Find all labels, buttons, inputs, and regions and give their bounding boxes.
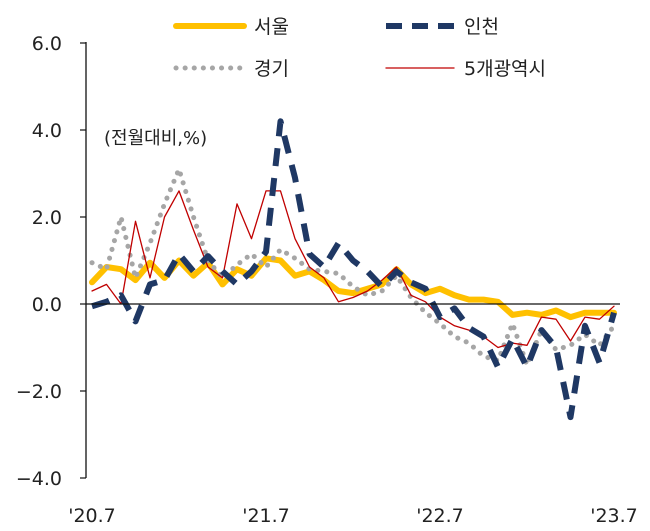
y-tick-label: −2.0 — [16, 381, 62, 403]
x-axis-ticks: '20.7 '21.7 '22.7 '23.7 — [68, 505, 638, 527]
legend-label-5개광역시: 5개광역시 — [464, 58, 546, 80]
y-tick-label: 0.0 — [32, 294, 62, 316]
legend-label-서울: 서울 — [254, 16, 289, 38]
series-layer — [89, 118, 617, 421]
y-tick-label: 6.0 — [32, 33, 62, 55]
y-tick-label: −4.0 — [16, 468, 62, 490]
unit-note: (전월대비,%) — [104, 128, 207, 149]
series-line-인천 — [91, 118, 617, 421]
y-tick-label: 4.0 — [32, 120, 62, 142]
legend-label-경기: 경기 — [254, 58, 289, 80]
x-tick-label: '20.7 — [68, 505, 116, 527]
x-tick-label: '21.7 — [242, 505, 290, 527]
x-tick-label: '23.7 — [590, 505, 638, 527]
series-line-5개광역시 — [91, 190, 615, 349]
legend-label-인천: 인천 — [464, 16, 499, 38]
series-line-서울 — [89, 255, 617, 321]
y-axis-ticks: 6.0 4.0 2.0 0.0 −2.0 −4.0 — [16, 33, 86, 490]
y-tick-label: 2.0 — [32, 207, 62, 229]
x-tick-label: '22.7 — [416, 505, 464, 527]
